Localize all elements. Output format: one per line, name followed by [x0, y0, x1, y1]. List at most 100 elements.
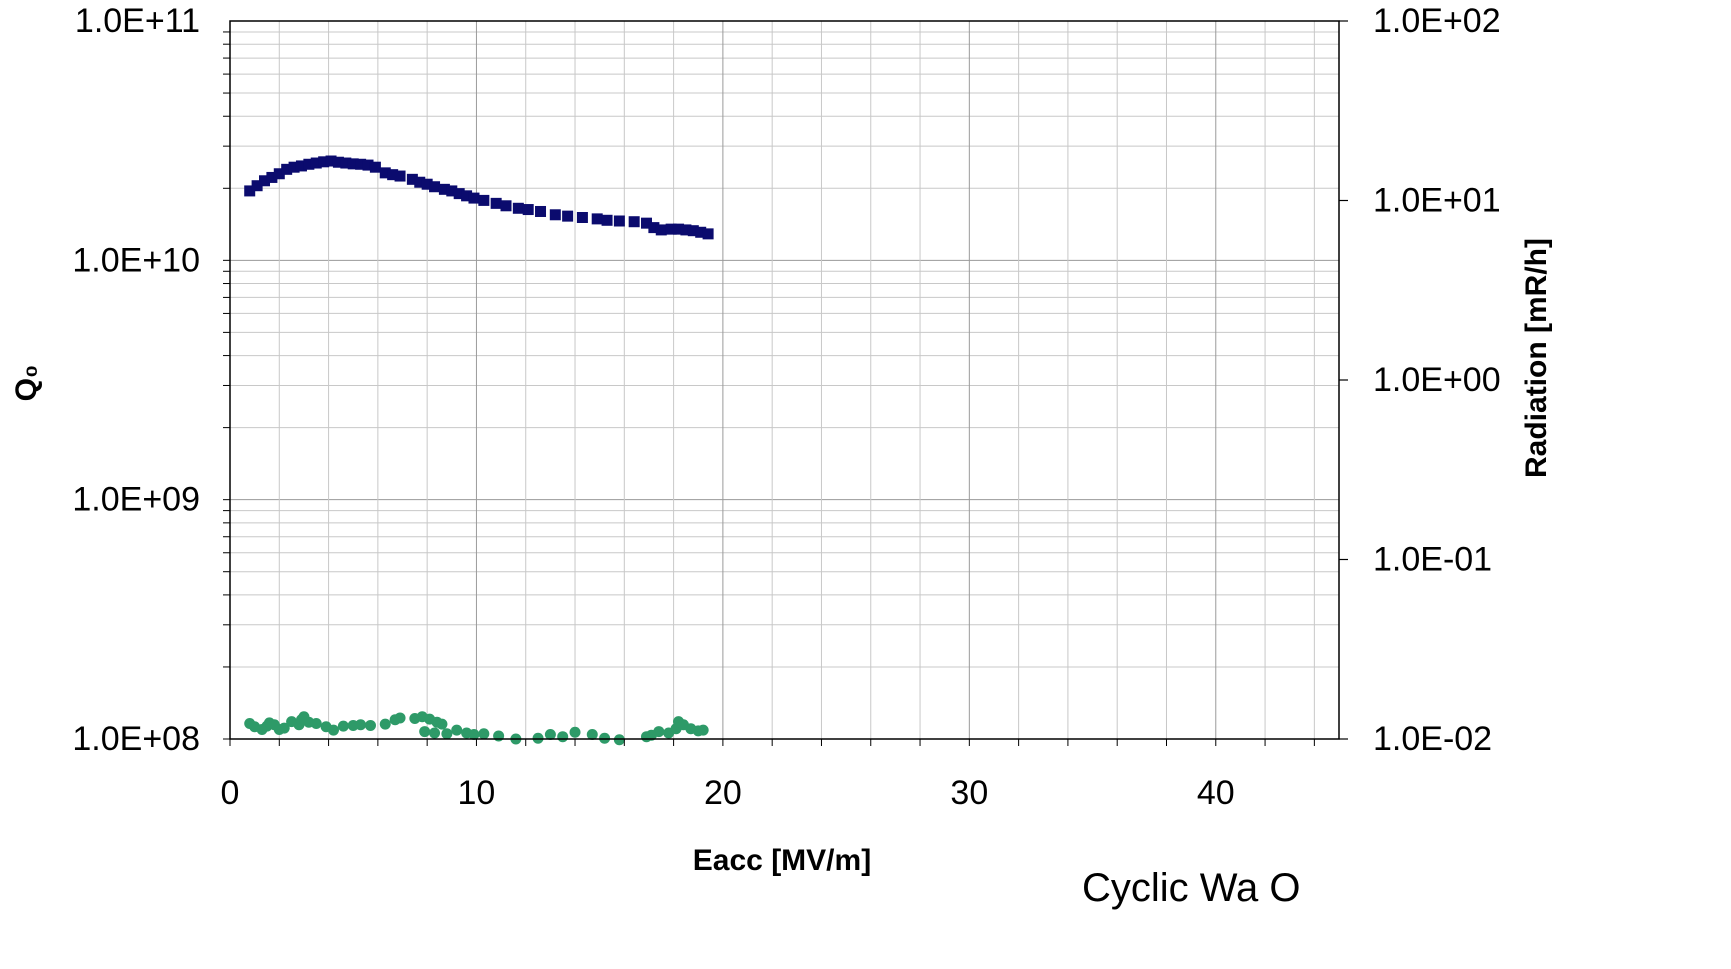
data-point-square [259, 175, 271, 187]
data-point-square [478, 194, 490, 206]
data-point-circle [394, 712, 406, 724]
data-point-square [369, 161, 381, 173]
data-point-circle [436, 718, 448, 730]
data-point-square [522, 204, 534, 216]
data-point-circle [586, 728, 598, 740]
x-tick-label: 20 [704, 774, 742, 812]
y-right-axis-title: Radiation [mR/h] [1520, 238, 1553, 478]
data-point-square [673, 223, 685, 235]
data-point-square [640, 217, 652, 229]
data-point-square [340, 157, 352, 169]
data-point-square [468, 192, 480, 204]
y-right-tick-label: 1.0E-01 [1373, 541, 1492, 579]
grid [230, 21, 1339, 740]
y-right-tick-label: 1.0E+02 [1373, 2, 1501, 40]
x-tick-label: 10 [458, 774, 496, 812]
data-point-circle [697, 724, 709, 736]
data-point-square [687, 225, 699, 237]
series-1 [244, 155, 714, 240]
x-axis-title: Eacc [MV/m] [693, 844, 871, 877]
data-point-square [318, 156, 330, 168]
data-point-circle [441, 728, 453, 740]
data-point-square [362, 159, 374, 171]
data-point-circle [599, 732, 611, 744]
y-left-tick-label: 1.0E+10 [72, 241, 200, 279]
y-left-tick-label: 1.0E+09 [72, 481, 200, 519]
data-point-circle [478, 728, 490, 740]
data-point-circle [557, 731, 569, 743]
y-left-tick-label: 1.0E+11 [75, 2, 200, 40]
data-point-square [655, 224, 667, 236]
data-point-square [665, 223, 677, 235]
ticks: 0 10 20 30 40 1.0E+08 1.0E+09 1.0E+10 1.0E+11 1.0… [72, 2, 1500, 812]
data-point-square [512, 202, 524, 214]
data-point-square [429, 181, 441, 193]
data-point-square [680, 224, 692, 236]
data-point-square [421, 178, 433, 190]
data-point-circle [451, 724, 463, 736]
data-point-circle [337, 720, 349, 732]
data-point-square [379, 167, 391, 179]
data-point-square [535, 205, 547, 217]
data-point-square [273, 168, 285, 180]
data-point-square [446, 185, 458, 197]
data-point-square [576, 211, 588, 223]
data-point-square [562, 210, 574, 222]
data-point-circle [468, 728, 480, 740]
data-point-square [310, 157, 322, 169]
data-point-square [549, 209, 561, 221]
data-point-square [438, 183, 450, 195]
data-point-circle [653, 726, 665, 738]
data-point-circle [429, 727, 441, 739]
data-point-circle [355, 719, 367, 731]
data-point-circle [493, 730, 505, 742]
data-point-circle [379, 718, 391, 730]
data-point-circle [544, 728, 556, 740]
data-point-square [394, 170, 406, 182]
data-point-square [453, 188, 465, 200]
data-point-square [628, 216, 640, 228]
footer-cut-text: Cyclic Wa O [1082, 866, 1301, 910]
data-point-square [695, 226, 707, 238]
data-point-square [325, 155, 337, 167]
data-point-square [266, 171, 278, 183]
y-right-tick-label: 1.0E-02 [1373, 720, 1492, 758]
data-point-square [500, 200, 512, 212]
data-point-square [281, 163, 293, 175]
y-left-tick-label: 1.0E+08 [72, 720, 200, 758]
data-point-circle [278, 722, 290, 734]
y-right-tick-label: 1.0E+01 [1373, 182, 1501, 220]
x-tick-label: 40 [1197, 774, 1235, 812]
plot-frame [229, 20, 1340, 740]
data-point-square [702, 228, 714, 240]
data-point-square [601, 214, 613, 226]
data-point-square [387, 169, 399, 181]
data-point-square [461, 190, 473, 202]
x-tick-label: 30 [950, 774, 988, 812]
data-point-circle [419, 726, 431, 738]
data-point-circle [613, 734, 625, 746]
data-point-square [613, 215, 625, 227]
y-left-axis-title: Q₀ [10, 365, 43, 402]
data-point-square [414, 176, 426, 188]
data-point-circle [569, 726, 581, 738]
data-point-square [251, 180, 263, 192]
data-point-square [355, 158, 367, 170]
data-point-square [406, 173, 418, 185]
data-point-square [288, 161, 300, 173]
data-point-square [332, 156, 344, 168]
series-layer [244, 155, 714, 746]
data-point-circle [328, 724, 340, 736]
x-tick-label: 0 [221, 774, 240, 812]
data-point-square [295, 160, 307, 172]
data-point-square [648, 222, 660, 234]
data-point-circle [532, 732, 544, 744]
data-point-square [244, 185, 256, 197]
data-point-circle [364, 719, 376, 731]
y-right-tick-label: 1.0E+00 [1373, 361, 1501, 399]
data-point-square [591, 213, 603, 225]
data-point-square [347, 158, 359, 170]
data-point-circle [310, 717, 322, 729]
data-point-square [303, 158, 315, 170]
